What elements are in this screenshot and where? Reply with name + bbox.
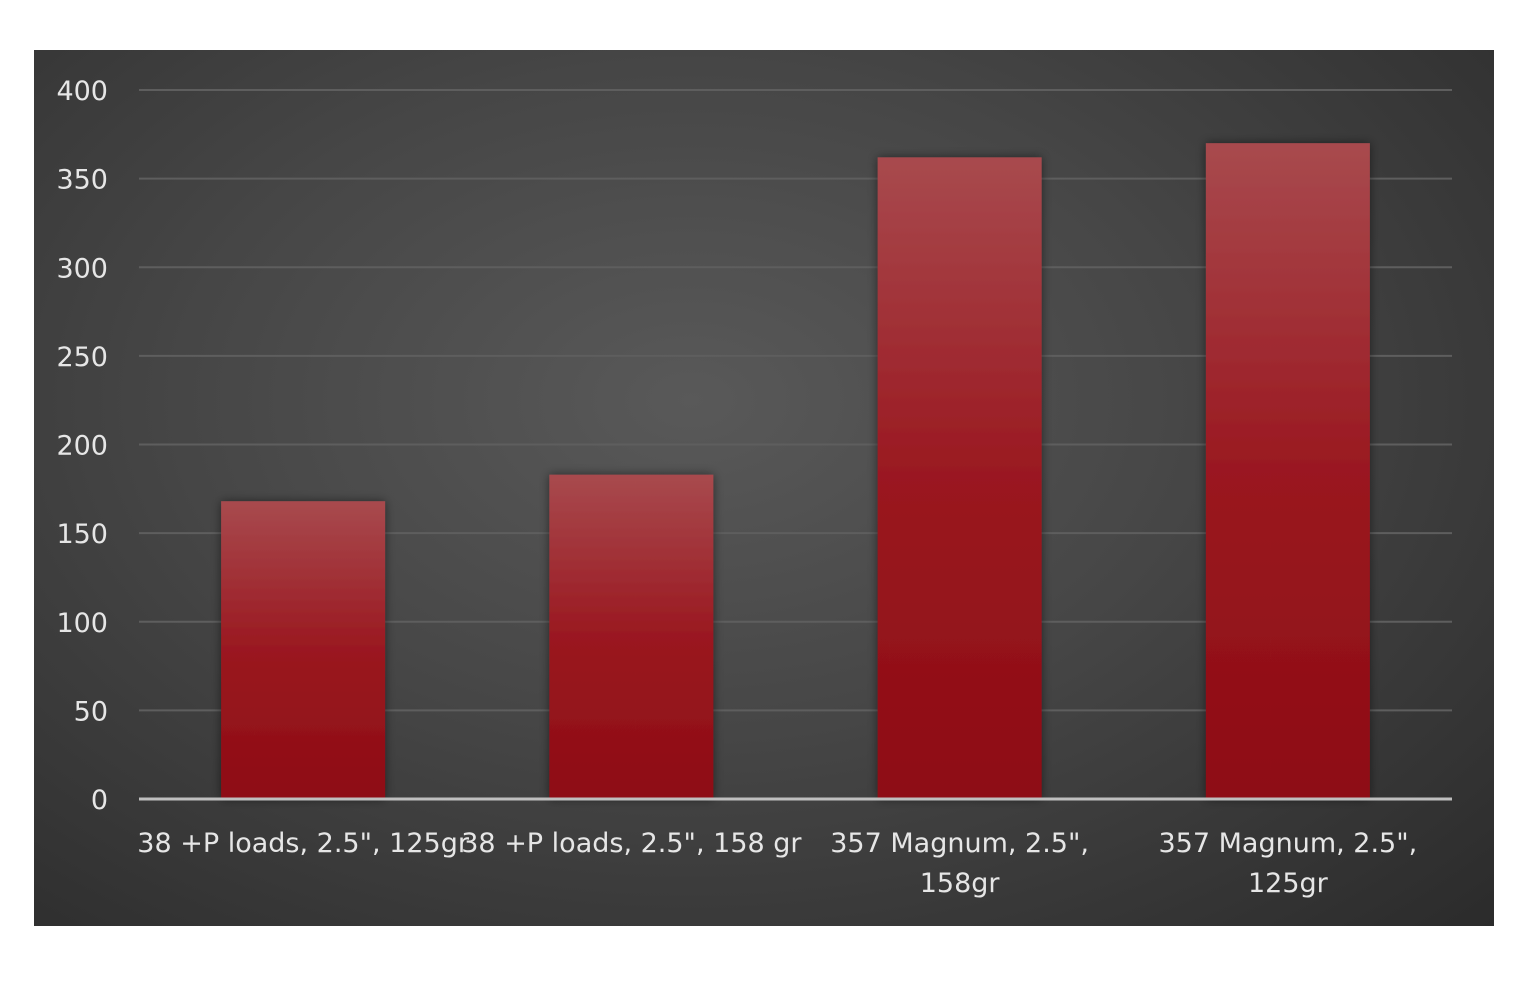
y-tick-label: 50: [74, 696, 108, 727]
y-tick-label: 350: [56, 165, 108, 196]
y-tick-label: 100: [56, 608, 108, 639]
y-tick-label: 200: [56, 431, 108, 462]
y-tick-label: 300: [56, 253, 108, 284]
x-tick-label: 357 Magnum, 2.5",: [830, 828, 1089, 859]
bar: [549, 474, 714, 799]
bar: [1205, 143, 1370, 800]
x-tick-label: 158gr: [920, 868, 1001, 899]
x-tick-label: 38 +P loads, 2.5", 158 gr: [461, 828, 802, 859]
bar: [877, 157, 1042, 800]
x-tick-label: 357 Magnum, 2.5",: [1159, 828, 1418, 859]
y-tick-label: 250: [56, 342, 108, 373]
y-tick-label: 400: [56, 76, 108, 107]
bar: [221, 501, 386, 799]
y-tick-label: 150: [56, 519, 108, 550]
x-tick-label: 38 +P loads, 2.5", 125gr: [137, 828, 470, 859]
y-tick-label: 0: [91, 785, 108, 816]
x-tick-label: 125gr: [1248, 868, 1329, 899]
